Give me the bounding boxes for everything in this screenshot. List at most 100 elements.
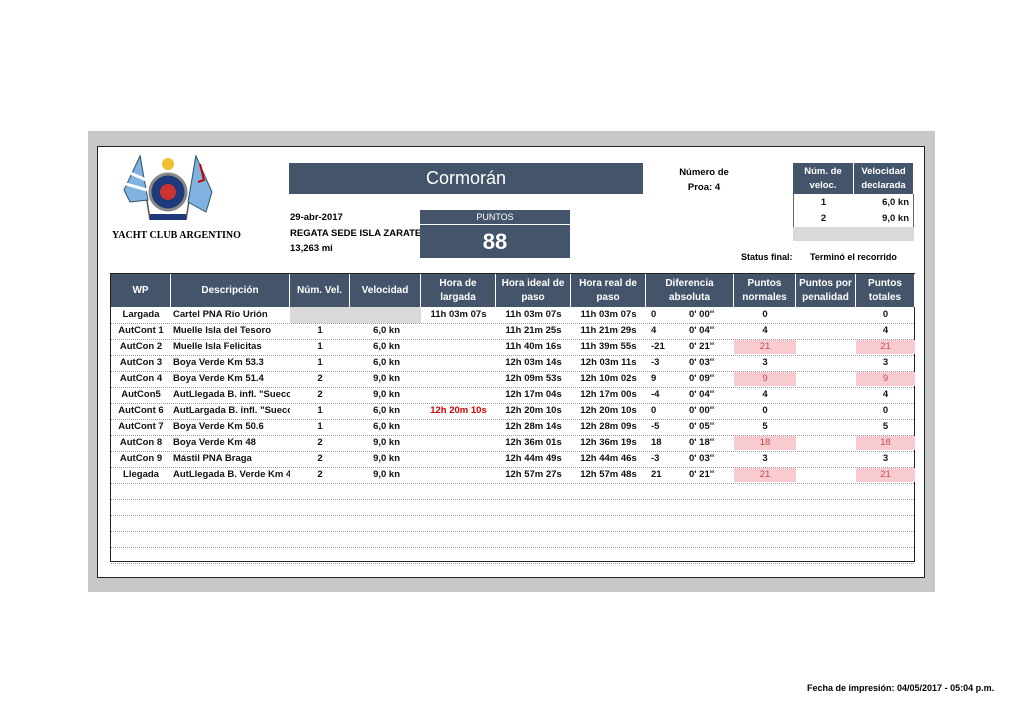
cell-real: 11h 21m 29s <box>580 325 637 336</box>
cell-wp: AutCon5 <box>121 389 161 400</box>
cell-ideal: 12h 09m 53s <box>505 373 562 384</box>
cell-ideal: 12h 03m 14s <box>505 357 562 368</box>
cell-pts-norm: 21 <box>759 341 771 352</box>
cell-real: 12h 57m 48s <box>580 469 637 480</box>
cell-real: 12h 28m 09s <box>580 421 637 432</box>
boat-name: Cormorán <box>289 163 643 194</box>
club-name: YACHT CLUB ARGENTINO <box>112 230 241 241</box>
cell-dif-time: 0' 04'' <box>689 325 715 336</box>
table-header: Hora de largada <box>421 274 496 307</box>
row-line <box>111 515 914 516</box>
cell-real: 12h 44m 46s <box>580 453 637 464</box>
cell-dif-time: 0' 21'' <box>689 341 715 352</box>
row-line <box>111 371 914 372</box>
cell-dif-time: 0' 21'' <box>689 469 715 480</box>
blank-cell <box>290 307 421 323</box>
cell-dif-time: 0' 03'' <box>689 357 715 368</box>
bow-number: Número de Proa: 4 <box>679 167 729 193</box>
cell-dif-time: 0' 00'' <box>689 309 715 320</box>
row-line <box>111 355 914 356</box>
cell-pts-tot: 0 <box>882 405 889 416</box>
cell-pts-tot: 5 <box>882 421 889 432</box>
cell-vel: 9,0 kn <box>373 437 400 448</box>
speed-value: 9,0 kn <box>882 213 909 224</box>
cell-pts-tot: 18 <box>880 437 891 448</box>
cell-desc: AutLlegada B. Verde Km 4 <box>173 469 290 480</box>
cell-wp: AutCon 3 <box>119 357 163 368</box>
row-line <box>111 531 914 532</box>
cell-dif: -3 <box>651 453 660 464</box>
highlight-cell <box>734 468 796 482</box>
row-line <box>111 547 914 548</box>
cell-pts-norm: 0 <box>762 309 768 320</box>
cell-num-vel: 2 <box>317 373 323 384</box>
cell-ideal: 12h 57m 27s <box>505 469 562 480</box>
cell-desc: Boya Verde Km 51.4 <box>173 373 264 384</box>
cell-dif-time: 0' 04'' <box>689 389 715 400</box>
cell-ideal: 12h 20m 10s <box>505 405 562 416</box>
cell-num-vel: 1 <box>317 405 323 416</box>
cell-vel: 9,0 kn <box>373 453 400 464</box>
table-header: Hora ideal de paso <box>496 274 571 307</box>
cell-desc: Boya Verde Km 53.3 <box>173 357 264 368</box>
cell-pts-tot: 3 <box>882 453 889 464</box>
cell-wp: Largada <box>122 309 160 320</box>
results-table: WP Descripción Núm. Vel. Velocidad Hora de l… <box>110 273 915 564</box>
cell-desc: Cartel PNA Río Urión <box>173 309 268 320</box>
cell-pts-norm: 18 <box>759 437 771 448</box>
cell-num-vel: 2 <box>317 437 323 448</box>
cell-vel: 9,0 kn <box>373 469 400 480</box>
cell-ideal: 12h 28m 14s <box>505 421 562 432</box>
row-line <box>111 435 914 436</box>
table-header: WP <box>111 274 171 307</box>
cell-wp: AutCon 2 <box>119 341 163 352</box>
highlight-cell <box>734 372 796 386</box>
table-header: Puntos por penalidad <box>796 274 856 307</box>
highlight-cell <box>856 436 915 450</box>
cell-num-vel: 2 <box>317 453 323 464</box>
cell-pts-tot: 4 <box>882 325 889 336</box>
table-header: Hora real de paso <box>571 274 646 307</box>
speed-num: 2 <box>820 213 827 224</box>
cell-desc: AutLlegada B. infl. "Sueco <box>173 389 290 400</box>
cell-wp: AutCont 6 <box>118 405 164 416</box>
cell-num-vel: 1 <box>317 421 323 432</box>
speed-header: Velocidad declarada <box>854 163 914 194</box>
cell-vel: 6,0 kn <box>373 421 400 432</box>
row-line <box>111 339 914 340</box>
highlight-cell <box>856 372 915 386</box>
cell-ideal: 12h 44m 49s <box>505 453 562 464</box>
cell-wp: AutCont 1 <box>118 325 164 336</box>
row-line <box>111 419 914 420</box>
cell-wp: AutCont 7 <box>118 421 164 432</box>
points-label: PUNTOS <box>420 210 570 225</box>
row-line <box>111 323 914 324</box>
cell-pts-norm: 5 <box>762 421 768 432</box>
row-line <box>111 563 914 564</box>
highlight-cell <box>734 436 796 450</box>
table-header: Diferencia absoluta <box>646 274 734 307</box>
cell-real: 11h 39m 55s <box>580 341 637 352</box>
cell-vel: 9,0 kn <box>373 373 400 384</box>
club-logo <box>123 154 213 221</box>
row-line <box>111 403 914 404</box>
cell-dif: -4 <box>651 389 660 400</box>
table-header: Núm. Vel. <box>290 274 350 307</box>
cell-num-vel: 1 <box>317 341 323 352</box>
cell-dif: 18 <box>651 437 662 448</box>
cell-real: 12h 20m 10s <box>580 405 637 416</box>
cell-vel: 6,0 kn <box>373 357 400 368</box>
distance: 13,263 mi <box>290 243 333 254</box>
cell-pts-tot: 3 <box>882 357 889 368</box>
cell-vel: 6,0 kn <box>373 341 400 352</box>
race-date: 29-abr-2017 <box>290 212 343 223</box>
speed-blank <box>793 227 914 241</box>
cell-pts-tot: 0 <box>882 309 889 320</box>
cell-pts-norm: 4 <box>762 325 768 336</box>
cell-desc: AutLargada B. infl. "Sueco <box>173 405 290 416</box>
cell-pts-norm: 9 <box>762 373 768 384</box>
cell-wp: AutCon 4 <box>119 373 163 384</box>
cell-ideal: 11h 03m 07s <box>505 309 562 320</box>
cell-pts-norm: 4 <box>762 389 768 400</box>
